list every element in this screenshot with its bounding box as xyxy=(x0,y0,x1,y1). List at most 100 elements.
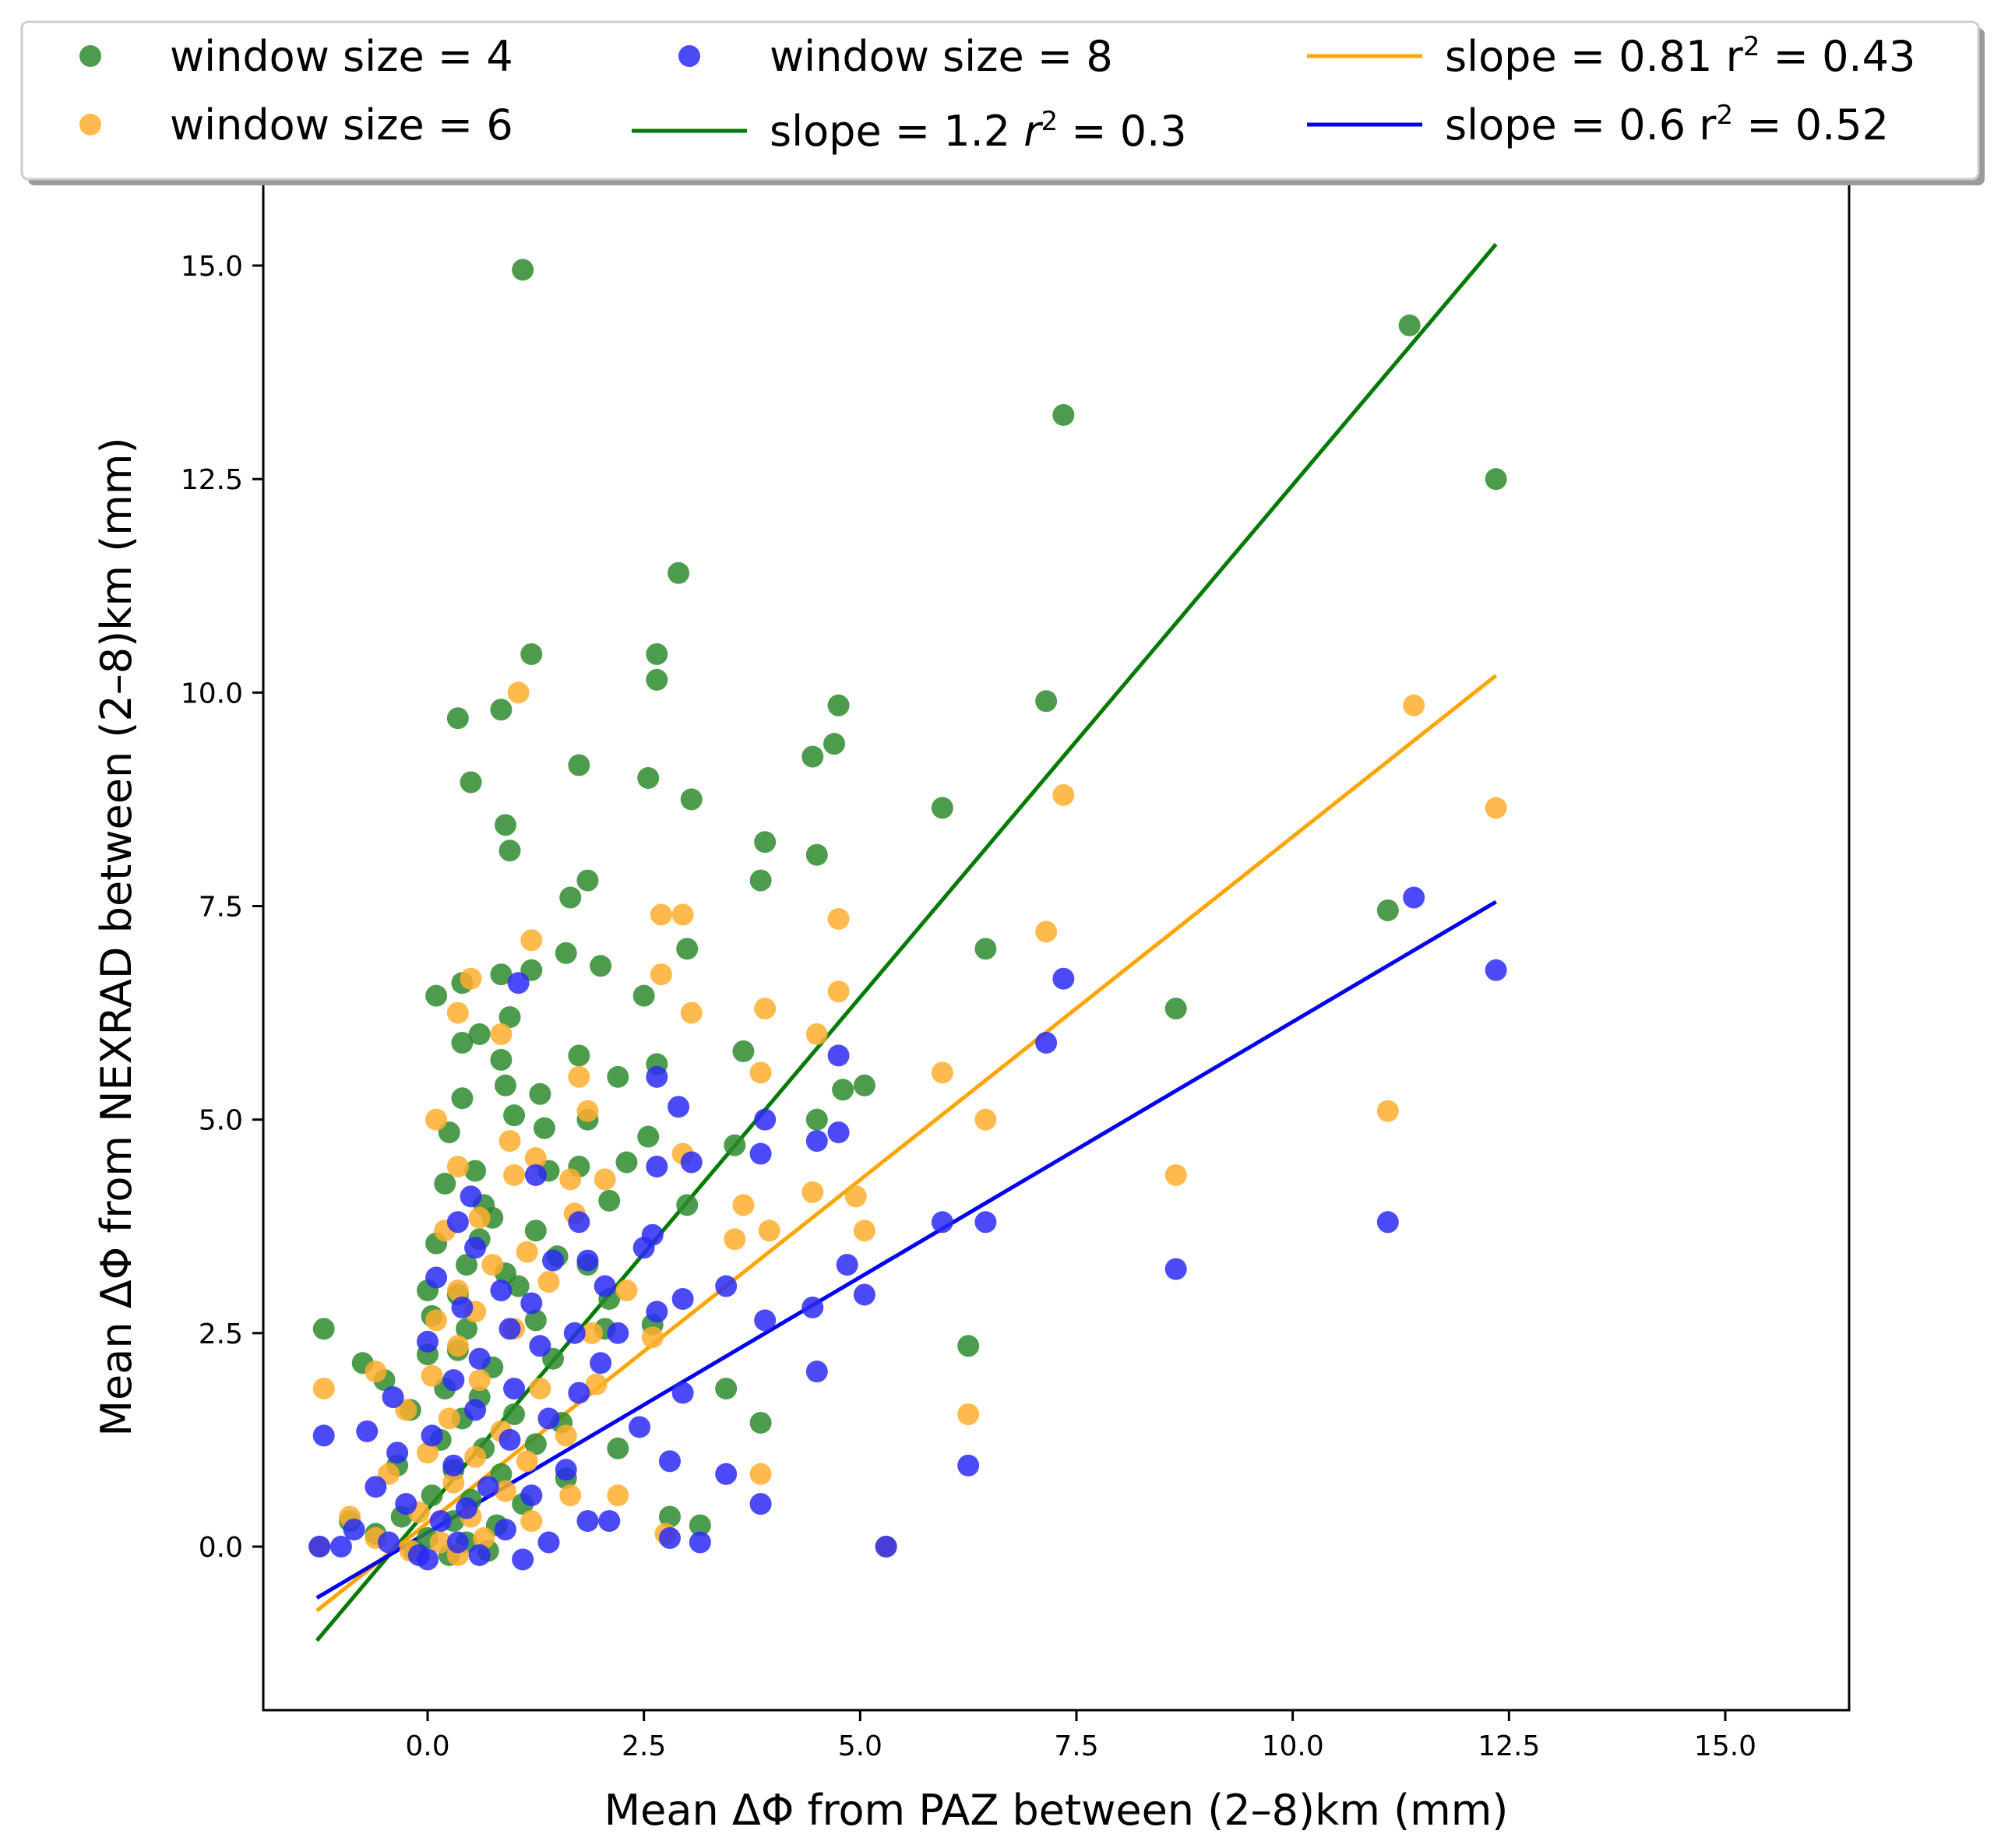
point-s2-20 xyxy=(576,1100,599,1122)
point-s2-29 xyxy=(559,1168,582,1191)
point-s2-62 xyxy=(555,1424,577,1447)
point-s2-6 xyxy=(520,929,543,952)
point-s3-69 xyxy=(455,1497,477,1519)
point-s2-24 xyxy=(498,1130,521,1153)
point-s1-6 xyxy=(646,642,668,665)
point-s2-44 xyxy=(537,1271,560,1294)
point-s2-60 xyxy=(438,1407,460,1430)
point-s1-80 xyxy=(524,1309,547,1332)
point-s2-16 xyxy=(490,1023,513,1045)
legend-label-1: window size = 6 xyxy=(170,100,513,150)
point-s1-106 xyxy=(421,1484,443,1507)
point-s1-48 xyxy=(832,1079,854,1101)
point-s3-71 xyxy=(576,1510,599,1533)
legend-label-2: window size = 8 xyxy=(770,32,1113,81)
point-s1-45 xyxy=(494,1074,516,1096)
point-s2-47 xyxy=(425,1309,448,1332)
x-tick-label-2: 5.0 xyxy=(838,1730,882,1762)
x-axis: 0.0 2.5 5.0 7.5 10.0 12.5 15.0 xyxy=(405,1710,1756,1762)
point-s1-66 xyxy=(524,1220,547,1242)
point-s3-5 xyxy=(827,1044,850,1067)
point-s2-58 xyxy=(957,1403,980,1426)
point-s1-46 xyxy=(529,1082,551,1105)
point-s3-20 xyxy=(568,1211,590,1234)
point-s2-41 xyxy=(516,1241,538,1263)
point-s3-44 xyxy=(590,1352,612,1375)
legend-entries: window size = 4 window size = 6 window siz… xyxy=(79,31,1915,156)
point-s2-13 xyxy=(680,1001,703,1024)
point-s2-75 xyxy=(520,1510,543,1533)
point-s2-65 xyxy=(516,1450,538,1473)
point-s3-13 xyxy=(680,1151,703,1174)
point-s2-45 xyxy=(615,1280,638,1301)
point-s3-63 xyxy=(555,1459,577,1481)
x-tick-label-1: 2.5 xyxy=(622,1730,666,1762)
point-s1-14 xyxy=(637,767,660,789)
point-s3-41 xyxy=(607,1322,629,1344)
point-s3-60 xyxy=(658,1450,681,1473)
point-s3-55 xyxy=(629,1416,651,1438)
point-s3-68 xyxy=(395,1493,417,1515)
point-s3-54 xyxy=(537,1407,560,1430)
point-s2-69 xyxy=(494,1480,516,1502)
legend-marker-2 xyxy=(678,45,700,67)
point-s1-96 xyxy=(503,1403,526,1426)
fit-line-3 xyxy=(315,899,1497,1600)
point-s2-79 xyxy=(473,1527,495,1550)
point-s2-52 xyxy=(365,1360,387,1383)
point-s3-85 xyxy=(512,1548,534,1571)
legend-label-3: slope = 1.2 r2 = 0.3 xyxy=(770,106,1187,156)
point-s3-74 xyxy=(429,1510,452,1533)
point-s2-0 xyxy=(507,681,530,704)
point-s2-31 xyxy=(1164,1163,1187,1186)
point-s2-17 xyxy=(568,1065,590,1088)
point-s1-64 xyxy=(676,1194,699,1216)
point-s1-11 xyxy=(1035,690,1058,713)
point-s3-87 xyxy=(875,1536,897,1558)
point-s3-18 xyxy=(974,1211,997,1234)
point-s2-3 xyxy=(1485,797,1507,819)
point-s3-47 xyxy=(382,1386,404,1409)
point-s1-10 xyxy=(827,694,850,716)
x-tick-label-6: 15.0 xyxy=(1694,1730,1756,1762)
point-s1-15 xyxy=(801,745,824,768)
y-tick-label-1: 2.5 xyxy=(199,1318,243,1350)
point-s2-12 xyxy=(446,1001,469,1024)
point-s2-51 xyxy=(641,1326,664,1349)
point-s1-113 xyxy=(658,1505,681,1528)
point-s3-38 xyxy=(646,1301,668,1323)
point-s1-20 xyxy=(498,840,521,862)
point-s2-66 xyxy=(749,1463,772,1485)
point-s2-50 xyxy=(446,1335,469,1357)
point-s2-64 xyxy=(464,1445,487,1468)
point-s3-57 xyxy=(421,1424,443,1447)
point-s2-40 xyxy=(724,1228,746,1251)
point-s3-28 xyxy=(490,1280,513,1301)
point-s1-34 xyxy=(425,984,448,1007)
point-s3-56 xyxy=(312,1424,335,1447)
point-s1-12 xyxy=(460,771,482,794)
point-s3-81 xyxy=(308,1536,331,1558)
point-s1-13 xyxy=(568,754,590,776)
point-s1-40 xyxy=(732,1040,755,1062)
point-s2-11 xyxy=(827,980,850,1003)
point-s1-92 xyxy=(715,1378,738,1400)
point-s3-79 xyxy=(658,1527,681,1550)
point-s2-30 xyxy=(594,1168,616,1191)
point-s1-2 xyxy=(1052,403,1075,426)
point-s3-11 xyxy=(749,1142,772,1165)
point-s3-7 xyxy=(668,1096,690,1118)
point-s3-73 xyxy=(343,1519,365,1541)
point-s3-16 xyxy=(446,1211,469,1234)
point-s3-59 xyxy=(386,1441,409,1464)
point-s3-19 xyxy=(1376,1211,1399,1234)
point-s3-21 xyxy=(464,1237,487,1259)
point-s3-43 xyxy=(529,1335,551,1357)
point-s1-26 xyxy=(1376,899,1399,921)
point-s3-62 xyxy=(442,1454,465,1477)
point-s1-42 xyxy=(490,1048,513,1071)
point-s1-3 xyxy=(1485,468,1507,491)
point-s3-70 xyxy=(749,1493,772,1515)
point-s1-9 xyxy=(490,699,513,721)
fit-line-2 xyxy=(315,674,1498,1613)
